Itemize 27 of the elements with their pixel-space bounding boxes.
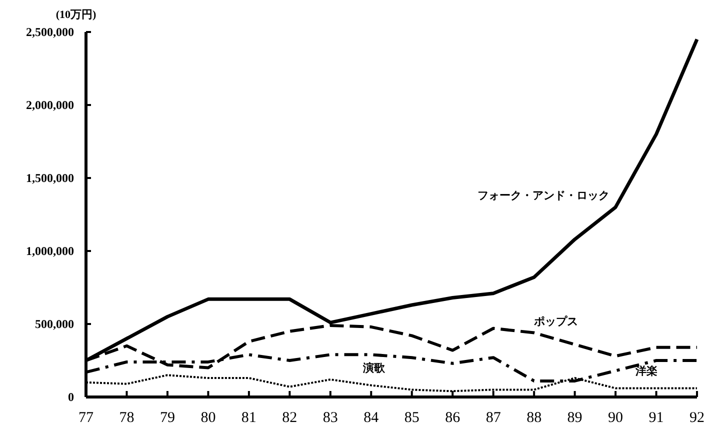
x-tick-label: 91 — [648, 410, 664, 426]
y-tick-label: 1,500,000 — [26, 171, 74, 186]
x-tick-label: 89 — [567, 410, 582, 426]
x-tick-label: 78 — [119, 410, 134, 426]
x-tick-label: 79 — [160, 410, 175, 426]
y-axis-title: (10万円) — [56, 9, 96, 21]
x-tick-label: 87 — [486, 410, 502, 426]
series-label: フォーク・アンド・ロック — [478, 190, 610, 202]
x-tick-label: 84 — [364, 410, 380, 426]
x-tick-label: 77 — [78, 410, 94, 426]
x-tick-label: 81 — [241, 410, 256, 426]
y-tick-label: 0 — [68, 390, 74, 404]
x-tick-label: 86 — [445, 410, 461, 426]
series-label: 洋楽 — [634, 364, 658, 378]
series-label: 演歌 — [362, 361, 386, 374]
y-tick-label: 1,000,000 — [26, 244, 74, 258]
y-tick-label: 2,000,000 — [26, 98, 74, 112]
x-tick-label: 85 — [404, 410, 420, 426]
series-label: ポップス — [533, 314, 578, 328]
y-tick-label: 500,000 — [35, 317, 74, 332]
y-tick-label: 2,500,000 — [26, 25, 74, 40]
x-tick-label: 92 — [690, 410, 704, 426]
x-tick-label: 82 — [282, 410, 298, 426]
x-tick-label: 88 — [526, 410, 542, 426]
x-tick-label: 80 — [200, 410, 216, 426]
x-tick-label: 83 — [322, 410, 338, 426]
x-tick-label: 90 — [608, 410, 624, 426]
